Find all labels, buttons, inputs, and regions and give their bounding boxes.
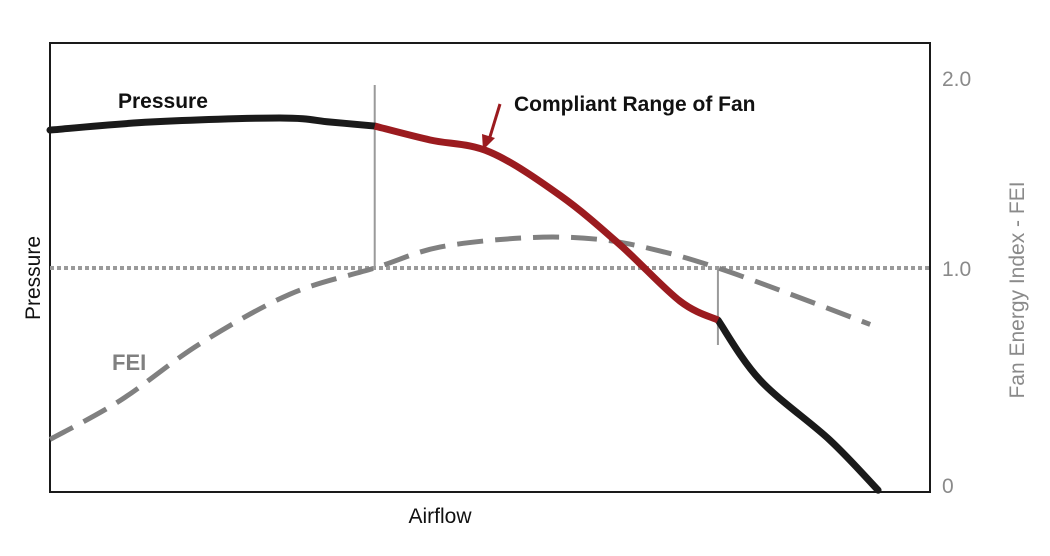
- pressure-curve-left: [46, 114, 379, 134]
- annotation-arrow-head: [482, 134, 495, 150]
- fei-curve: [48, 234, 872, 442]
- y2-tick-2: 2.0: [942, 68, 971, 91]
- y2-axis-label: Fan Energy Index - FEI: [1006, 181, 1029, 398]
- pressure-curve-right: [714, 316, 882, 494]
- compliant-range-annotation: Compliant Range of Fan: [514, 93, 756, 116]
- pressure-series-label: Pressure: [118, 90, 208, 113]
- y-axis-label: Pressure: [22, 236, 45, 320]
- fei-series-label: FEI: [112, 350, 146, 375]
- y2-tick-1: 1.0: [942, 258, 971, 281]
- annotation-arrow-shaft: [487, 103, 502, 141]
- pressure-curve-compliant: [373, 122, 720, 324]
- x-axis-label: Airflow: [408, 505, 472, 528]
- y2-tick-0: 0: [942, 475, 954, 498]
